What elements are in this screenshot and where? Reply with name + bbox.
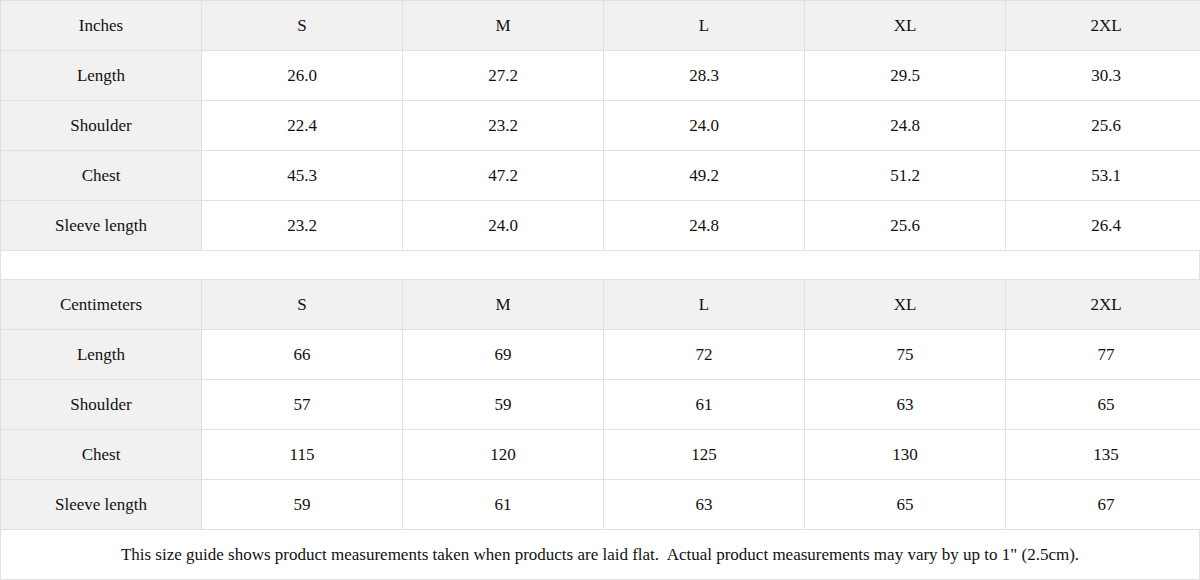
measurement-value: 25.6 [1006, 101, 1200, 151]
size-header: M [403, 1, 604, 51]
measurement-row: Shoulder5759616365 [1, 380, 1200, 430]
measurement-value: 75 [805, 330, 1006, 380]
measurement-label: Chest [1, 430, 202, 480]
measurement-value: 51.2 [805, 151, 1006, 201]
measurement-value: 63 [805, 380, 1006, 430]
size-header: M [403, 280, 604, 330]
measurement-row: Sleeve length5961636567 [1, 480, 1200, 530]
size-table-centimeters: CentimetersSMLXL2XL Length6669727577Shou… [0, 279, 1200, 530]
measurement-value: 77 [1006, 330, 1200, 380]
measurement-value: 57 [202, 380, 403, 430]
size-guide: InchesSMLXL2XL Length26.027.228.329.530.… [0, 0, 1200, 580]
measurement-value: 45.3 [202, 151, 403, 201]
header-row: InchesSMLXL2XL [1, 1, 1200, 51]
measurement-value: 27.2 [403, 51, 604, 101]
measurement-row: Chest45.347.249.251.253.1 [1, 151, 1200, 201]
measurement-value: 63 [604, 480, 805, 530]
header-row: CentimetersSMLXL2XL [1, 280, 1200, 330]
measurement-value: 22.4 [202, 101, 403, 151]
measurement-value: 59 [403, 380, 604, 430]
measurement-label: Length [1, 51, 202, 101]
measurement-value: 28.3 [604, 51, 805, 101]
size-header: 2XL [1006, 280, 1200, 330]
measurement-value: 47.2 [403, 151, 604, 201]
size-table-centimeters-header: CentimetersSMLXL2XL [1, 280, 1200, 330]
size-header: 2XL [1006, 1, 1200, 51]
measurement-value: 29.5 [805, 51, 1006, 101]
measurement-value: 61 [403, 480, 604, 530]
measurement-value: 65 [1006, 380, 1200, 430]
measurement-value: 59 [202, 480, 403, 530]
measurement-label: Sleeve length [1, 480, 202, 530]
measurement-value: 67 [1006, 480, 1200, 530]
measurement-label: Sleeve length [1, 201, 202, 251]
size-header: L [604, 280, 805, 330]
measurement-label: Shoulder [1, 380, 202, 430]
measurement-value: 61 [604, 380, 805, 430]
measurement-row: Length26.027.228.329.530.3 [1, 51, 1200, 101]
size-table-inches-body: Length26.027.228.329.530.3Shoulder22.423… [1, 51, 1200, 251]
measurement-label: Chest [1, 151, 202, 201]
measurement-value: 72 [604, 330, 805, 380]
size-header: S [202, 1, 403, 51]
measurement-value: 24.0 [604, 101, 805, 151]
unit-header-centimeters: Centimeters [1, 280, 202, 330]
size-header: XL [805, 280, 1006, 330]
size-header: S [202, 280, 403, 330]
measurement-value: 49.2 [604, 151, 805, 201]
measurement-value: 25.6 [805, 201, 1006, 251]
measurement-value: 26.4 [1006, 201, 1200, 251]
measurement-value: 115 [202, 430, 403, 480]
size-header: XL [805, 1, 1006, 51]
measurement-row: Sleeve length23.224.024.825.626.4 [1, 201, 1200, 251]
size-table-inches-header: InchesSMLXL2XL [1, 1, 1200, 51]
measurement-value: 120 [403, 430, 604, 480]
measurement-value: 30.3 [1006, 51, 1200, 101]
table-spacer [0, 251, 1200, 279]
measurement-value: 23.2 [403, 101, 604, 151]
measurement-value: 24.8 [604, 201, 805, 251]
measurement-value: 130 [805, 430, 1006, 480]
size-table-centimeters-body: Length6669727577Shoulder5759616365Chest1… [1, 330, 1200, 530]
measurement-row: Length6669727577 [1, 330, 1200, 380]
measurement-row: Shoulder22.423.224.024.825.6 [1, 101, 1200, 151]
size-table-inches: InchesSMLXL2XL Length26.027.228.329.530.… [0, 0, 1200, 251]
measurement-value: 53.1 [1006, 151, 1200, 201]
size-header: L [604, 1, 805, 51]
measurement-label: Length [1, 330, 202, 380]
measurement-label: Shoulder [1, 101, 202, 151]
measurement-value: 125 [604, 430, 805, 480]
measurement-value: 69 [403, 330, 604, 380]
measurement-row: Chest115120125130135 [1, 430, 1200, 480]
measurement-value: 135 [1006, 430, 1200, 480]
measurement-value: 65 [805, 480, 1006, 530]
unit-header-inches: Inches [1, 1, 202, 51]
size-guide-disclaimer: This size guide shows product measuremen… [0, 530, 1200, 580]
measurement-value: 23.2 [202, 201, 403, 251]
measurement-value: 26.0 [202, 51, 403, 101]
measurement-value: 66 [202, 330, 403, 380]
measurement-value: 24.0 [403, 201, 604, 251]
measurement-value: 24.8 [805, 101, 1006, 151]
